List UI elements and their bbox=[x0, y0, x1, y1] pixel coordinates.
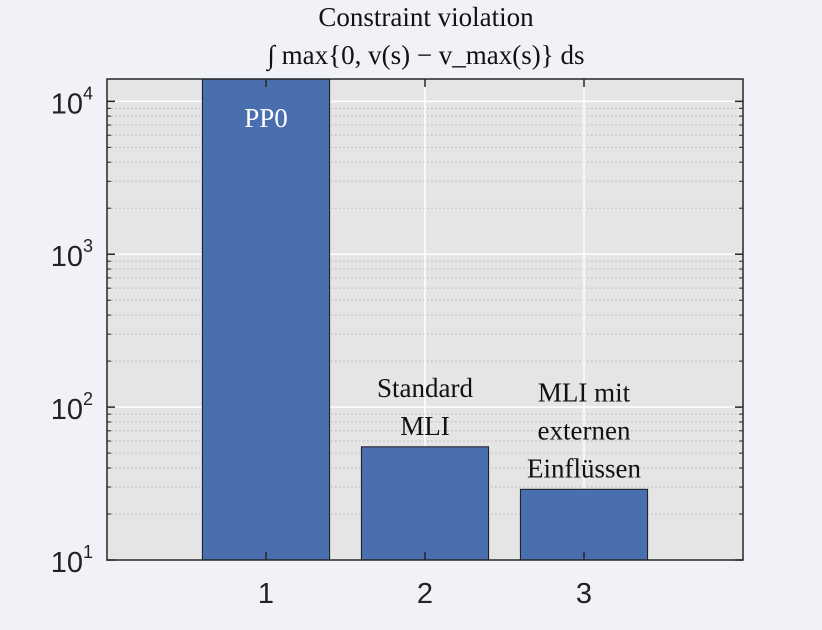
y-tick-label: 102 bbox=[51, 389, 93, 426]
x-tick-label: 1 bbox=[258, 578, 274, 610]
chart-subtitle: ∫ max{0, v(s) − v_max(s)} ds bbox=[266, 40, 585, 72]
bar-annotation-label: Standard bbox=[377, 373, 473, 403]
x-tick-label: 2 bbox=[417, 578, 433, 610]
bar-annotation-label: MLI mit bbox=[538, 377, 631, 407]
y-tick-label: 103 bbox=[51, 236, 93, 273]
bar-annotation-label: externen bbox=[538, 415, 631, 445]
bar-annotation-label: MLI bbox=[400, 411, 450, 441]
bar-1[interactable] bbox=[201, 78, 331, 561]
chart-title: Constraint violation bbox=[318, 2, 534, 32]
plot-area: PP0 Standard MLI MLI mit externen Einflüssen 1… bbox=[51, 78, 744, 610]
x-tick-label: 3 bbox=[576, 578, 592, 610]
bar-annotation-label: PP0 bbox=[244, 103, 288, 133]
bar-annotation-label: Einflüssen bbox=[527, 453, 641, 483]
y-tick-label: 101 bbox=[51, 542, 93, 579]
bar-2[interactable] bbox=[360, 446, 490, 561]
y-tick-label: 104 bbox=[51, 83, 93, 120]
bar-3[interactable] bbox=[519, 488, 649, 561]
